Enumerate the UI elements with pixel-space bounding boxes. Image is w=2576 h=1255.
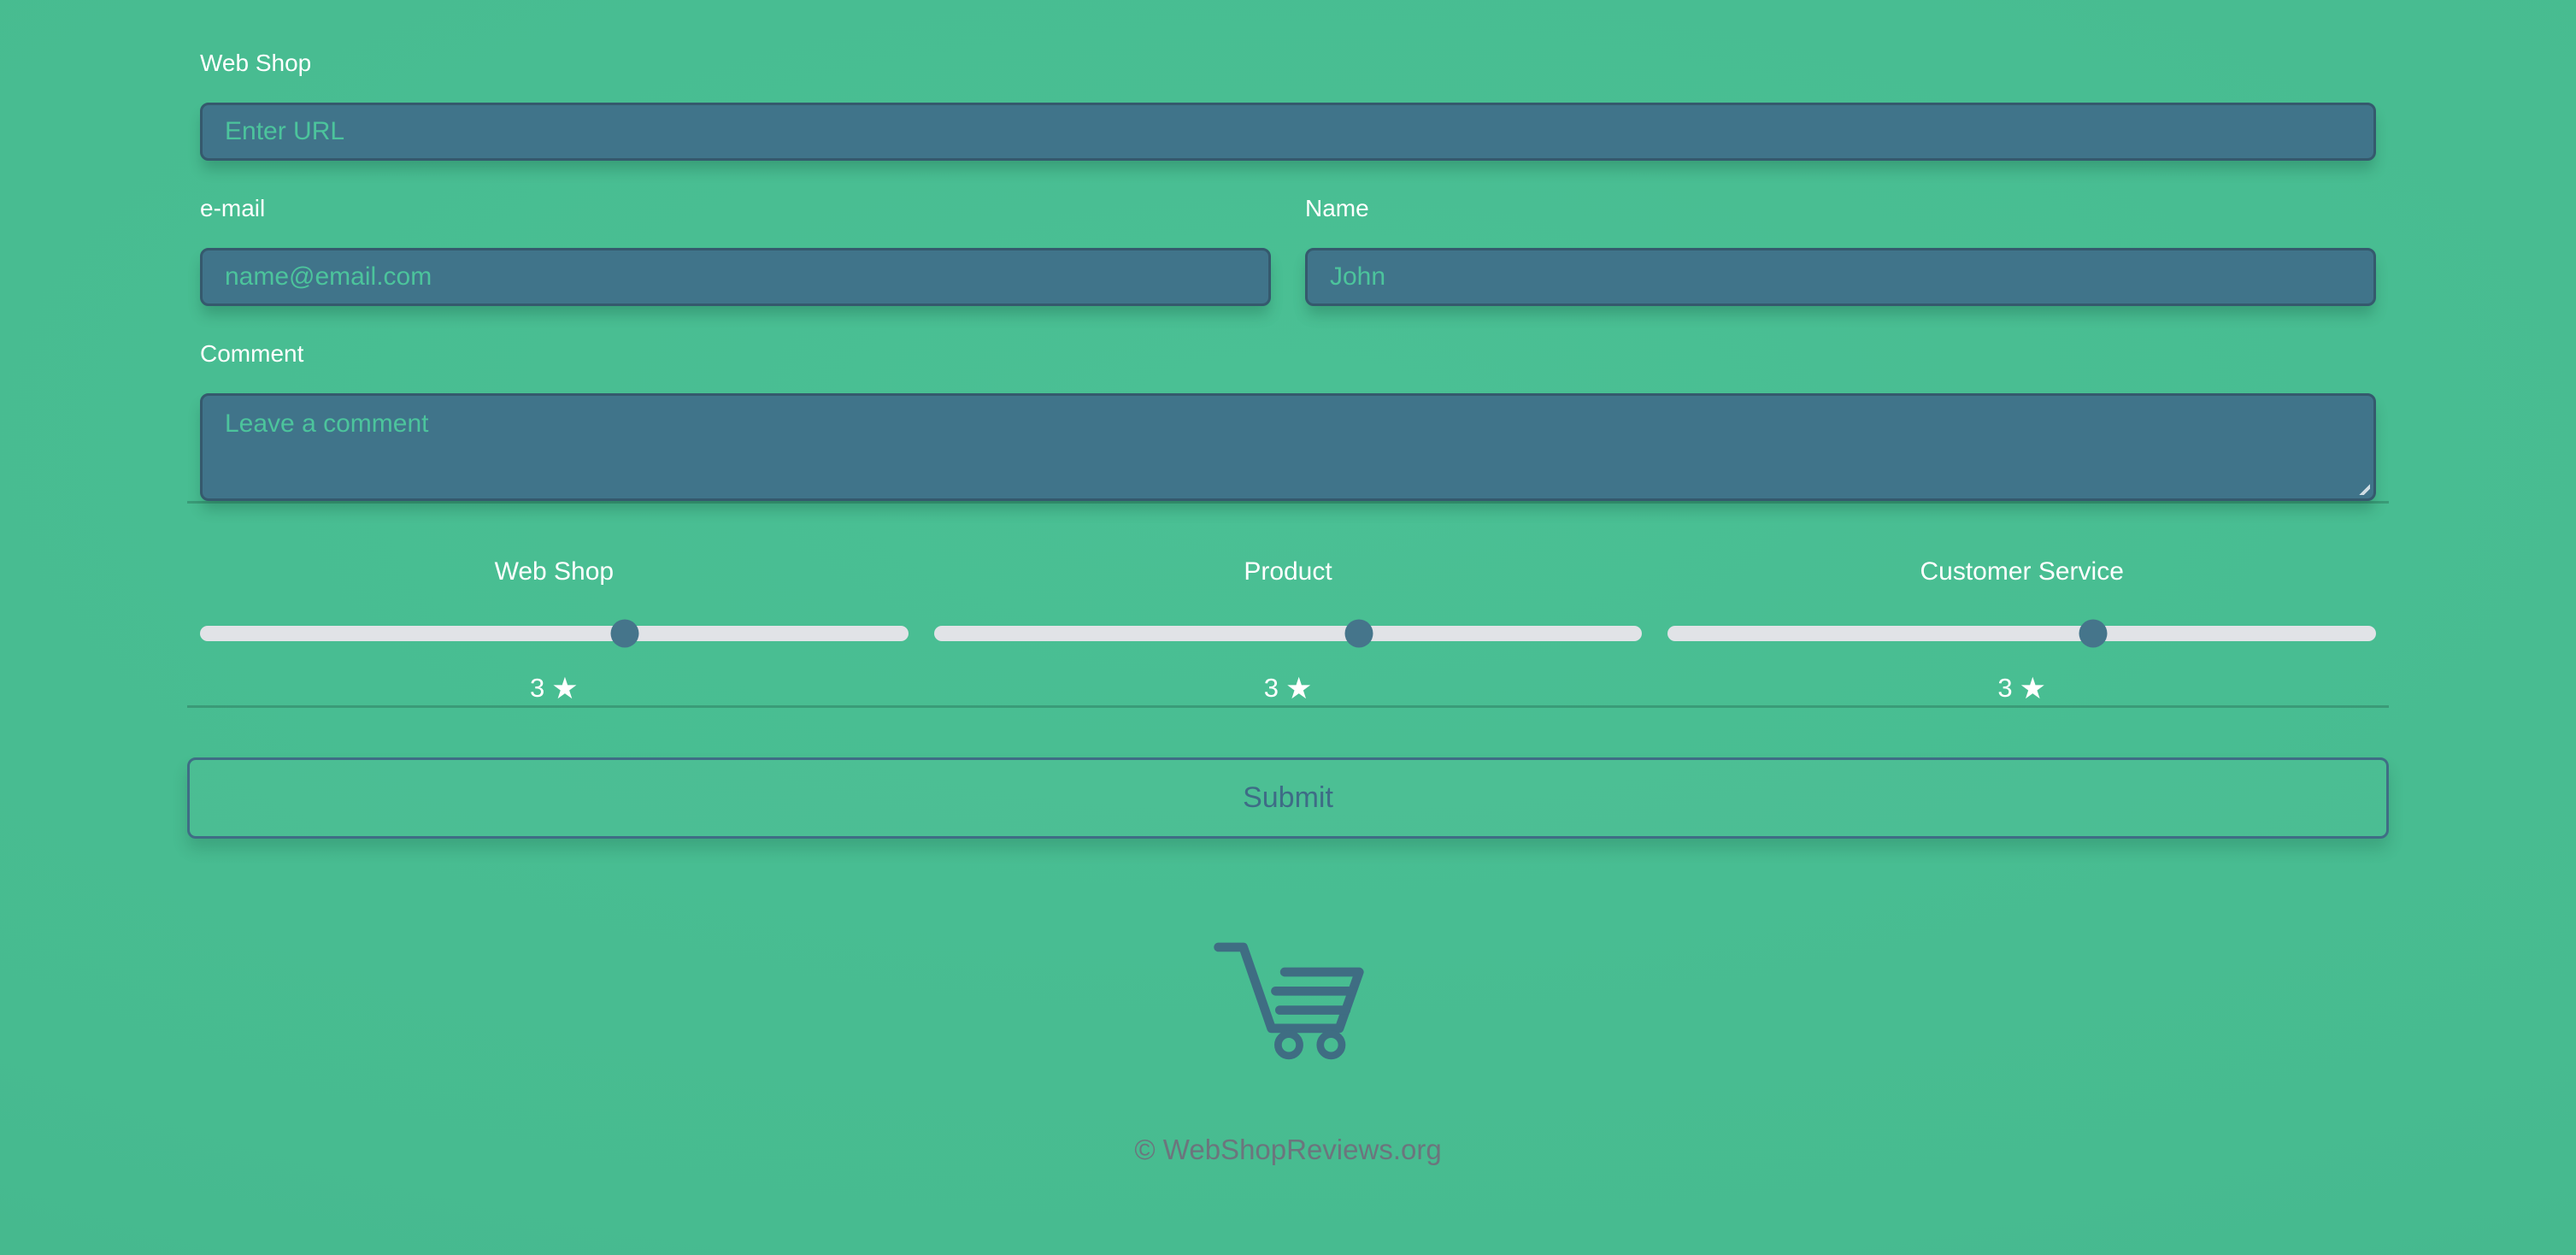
product-rating-value: 3 ★ [934, 672, 1643, 705]
name-label: Name [1305, 195, 1369, 221]
email-input[interactable] [200, 248, 1271, 306]
comment-textarea[interactable] [200, 393, 2376, 501]
product-rating-slider[interactable] [933, 619, 1643, 648]
divider-bottom [187, 705, 2389, 708]
star-icon: ★ [551, 672, 579, 705]
star-icon: ★ [1285, 672, 1313, 705]
email-name-row: e-mail Name [200, 193, 2376, 306]
rating-webshop: Web Shop 3 ★ [200, 557, 909, 705]
submit-button[interactable]: Submit [187, 757, 2389, 839]
rating-product-title: Product [1244, 557, 1332, 586]
customer-service-rating-slider[interactable] [1667, 619, 2377, 648]
ratings-row: Web Shop 3 ★ Product 3 ★ Customer Service … [200, 557, 2377, 705]
comment-label: Comment [200, 340, 304, 367]
webshop-rating-slider-thumb[interactable] [610, 619, 639, 648]
email-label: e-mail [200, 195, 266, 221]
rating-product: Product 3 ★ [933, 557, 1643, 705]
rating-customer-service: Customer Service 3 ★ [1667, 557, 2377, 705]
customer-service-rating-slider-thumb[interactable] [2079, 619, 2108, 648]
star-icon: ★ [2019, 672, 2046, 705]
webshop-url-label: Web Shop [200, 50, 312, 76]
webshop-url-input[interactable] [200, 103, 2376, 161]
shopping-cart-icon [1214, 942, 1364, 1060]
rating-webshop-title: Web Shop [494, 557, 615, 586]
rating-number: 3 [530, 673, 545, 703]
customer-service-rating-value: 3 ★ [1667, 672, 2376, 705]
review-form: Web Shop e-mail Name Comment Web Shop [187, 0, 2389, 1167]
rating-number: 3 [1997, 673, 2013, 703]
rating-customer-service-title: Customer Service [1920, 557, 2124, 586]
webshop-rating-slider[interactable] [200, 619, 909, 648]
product-rating-slider-thumb[interactable] [1344, 619, 1373, 648]
rating-number: 3 [1263, 673, 1279, 703]
divider-top [187, 501, 2389, 504]
footer-copyright: © WebShopReviews.org [1134, 1134, 1442, 1165]
webshop-rating-value: 3 ★ [200, 672, 909, 705]
name-input[interactable] [1305, 248, 2376, 306]
